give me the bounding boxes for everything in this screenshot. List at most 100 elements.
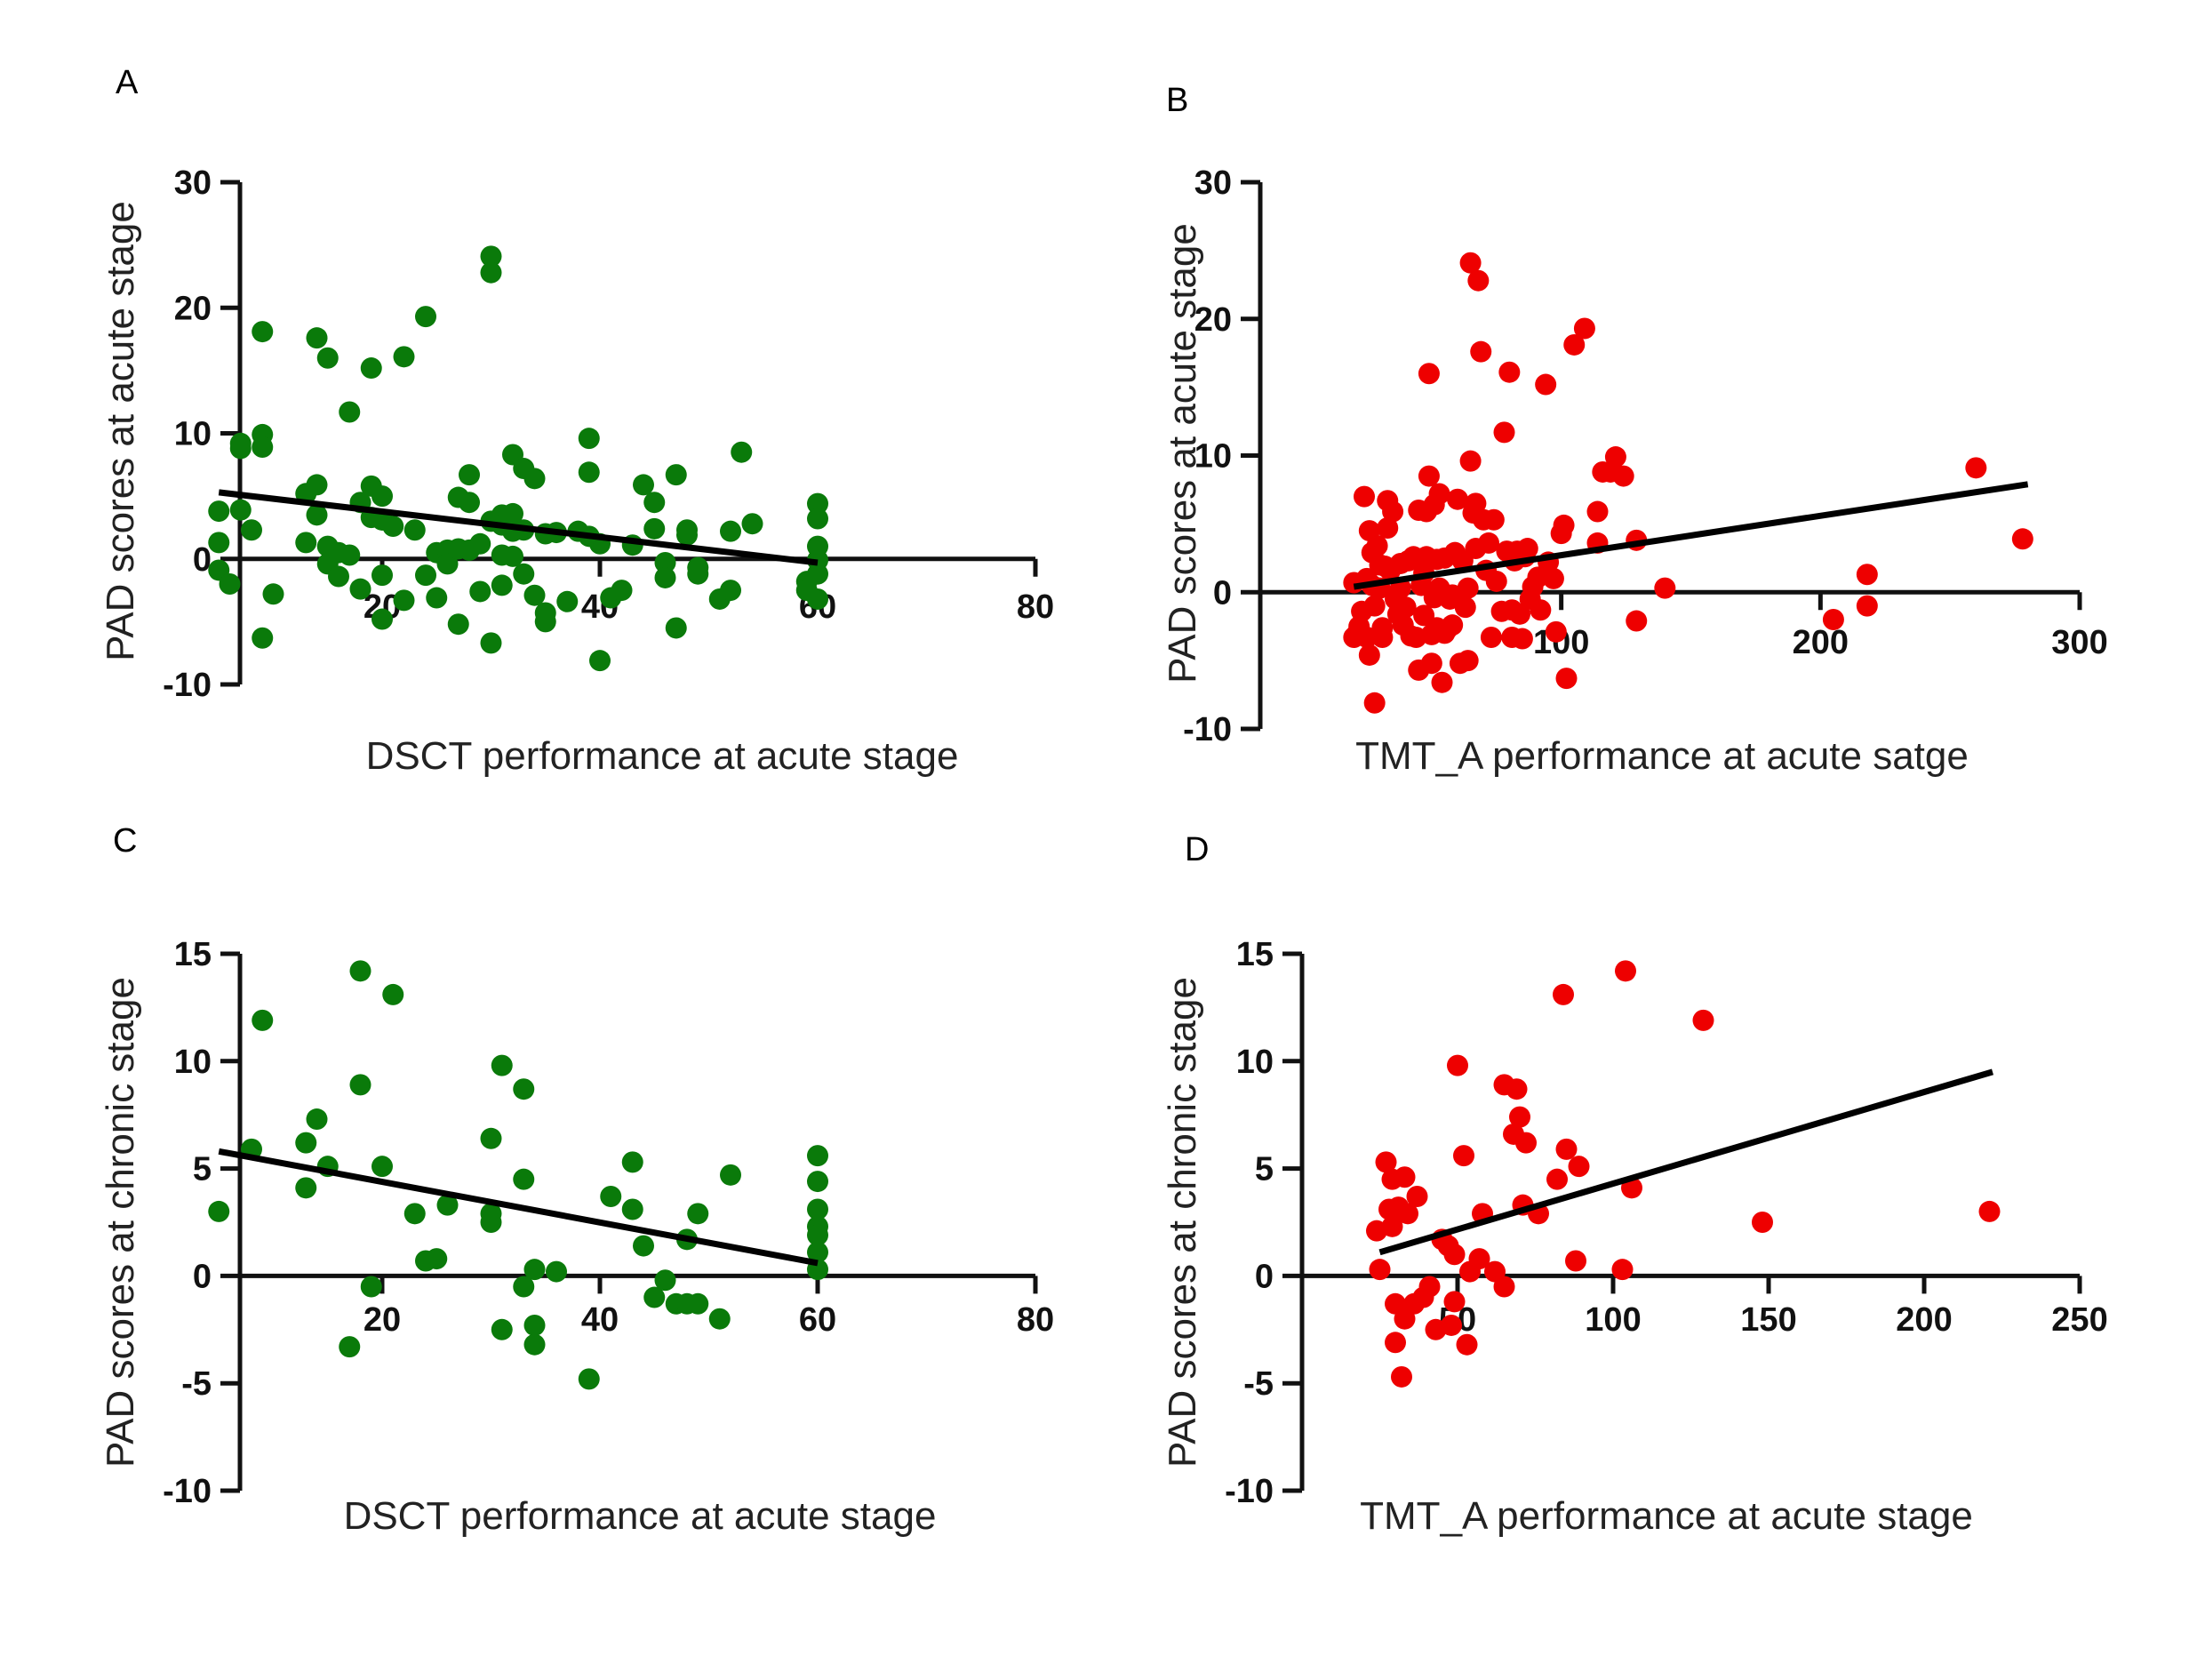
panel-c-data-point (633, 1235, 654, 1257)
panel-b-data-point (1454, 596, 1476, 619)
panel-d-x-tick-label: 250 (2051, 1301, 2107, 1339)
panel-a-data-point (371, 485, 393, 508)
panel-c-data-point (306, 1108, 328, 1131)
panel-a-data-point (720, 580, 741, 602)
panel-d-data-point (1385, 1332, 1406, 1354)
panel-d-data-point (1509, 1106, 1530, 1128)
panel-b-data-point (1485, 570, 1507, 592)
panel-b-data-point (1511, 628, 1533, 650)
panel-a-data-point (731, 441, 753, 463)
panel-a-data-point (447, 613, 469, 636)
panel-c-data-point (621, 1198, 643, 1220)
panel-d-data-point (1553, 983, 1574, 1005)
panel-d-data-point (1381, 1215, 1403, 1237)
panel-d-data-point (1443, 1244, 1466, 1266)
panel-b-data-point (1545, 620, 1567, 643)
panel-a-data-point (611, 580, 633, 602)
panel-a-data-point (578, 428, 600, 450)
panel-c-data-point (513, 1168, 535, 1190)
panel-a-data-point (208, 532, 230, 554)
panel-a-data-point (643, 492, 666, 514)
panel-c-data-point (807, 1241, 828, 1263)
panel-b-data-point (1366, 534, 1388, 556)
panel-c-data-point (546, 1260, 567, 1283)
panel-a-data-point (589, 650, 611, 672)
plot-a: -10010203020406080PAD scores at acute st… (99, 164, 1054, 778)
panel-a-data-point (491, 574, 513, 596)
panel-d-y-tick-label: 5 (1255, 1151, 1274, 1188)
panel-b-data-point (1553, 514, 1575, 536)
panel-a-x-axis-title: DSCT performance at acute stage (366, 734, 959, 778)
panel-b-data-point (1467, 269, 1490, 292)
panel-c-data-point (578, 1368, 600, 1390)
panel-c-data-point (513, 1276, 535, 1298)
panel-b-data-point (1493, 421, 1515, 444)
panel-a-data-point (459, 492, 480, 514)
panel-c-data-point (349, 1074, 371, 1096)
panel-b-data-point (1418, 363, 1440, 385)
panel-a-data-point (676, 519, 698, 541)
panel-d-data-point (1441, 1314, 1462, 1336)
panel-a-y-axis-title: PAD scores at acute stage (99, 201, 142, 661)
panel-b-regression-line (1353, 481, 2029, 590)
panel-d-data-point (1752, 1212, 1773, 1233)
panel-b-x-tick-label: 300 (2051, 624, 2107, 661)
panel-a-data-point (665, 464, 687, 486)
panel-c-data-point (708, 1308, 731, 1330)
panel-b-data-point (1358, 644, 1380, 666)
panel-c-data-point (208, 1200, 230, 1222)
panel-c-data-point (687, 1292, 709, 1315)
panel-a-y-tick-label: 30 (174, 164, 212, 202)
panel-c-data-point (480, 1127, 502, 1149)
panel-b-x-tick-label: 200 (1793, 624, 1849, 661)
panel-b-data-point (1459, 450, 1482, 472)
panel-a-data-point (513, 563, 535, 585)
panel-b-data-point (1654, 577, 1676, 599)
panel-label-b: B (1166, 82, 1188, 119)
panel-b-data-point (1447, 488, 1468, 510)
panel-d-data-point (1611, 1259, 1634, 1281)
panel-c-data-point (295, 1132, 317, 1154)
panel-a-data-point (741, 513, 763, 535)
panel-c-x-tick-label: 60 (799, 1301, 836, 1339)
panel-c-x-axis-title: DSCT performance at acute stage (344, 1494, 937, 1538)
panel-c-y-axis-title: PAD scores at chronic stage (99, 977, 142, 1468)
panel-b-data-point (1377, 516, 1399, 539)
panel-c-y-tick-label: -10 (163, 1473, 212, 1510)
panel-d-y-tick-label: 0 (1255, 1258, 1274, 1295)
panel-a-data-point (339, 544, 361, 566)
panel-a-data-point (807, 508, 828, 530)
panel-a-data-point (403, 519, 426, 541)
panel-d-x-tick-label: 100 (1585, 1301, 1641, 1339)
panel-b-data-point (1354, 485, 1375, 508)
panel-c-data-point (513, 1078, 535, 1100)
panel-d-data-point (1565, 1250, 1586, 1272)
panel-d-data-point (1493, 1276, 1515, 1298)
panel-d-data-point (1546, 1168, 1568, 1190)
panel-d-data-point (1394, 1166, 1416, 1188)
panel-c-data-point (491, 1318, 513, 1340)
panel-d-data-point (1456, 1333, 1478, 1356)
panel-b-y-tick-label: -10 (1183, 711, 1232, 748)
panel-d-x-tick-label: 200 (1896, 1301, 1952, 1339)
panel-a-data-point (807, 588, 828, 610)
panel-c-regression-line (218, 1148, 819, 1267)
panel-label-c: C (113, 822, 137, 860)
panel-b-data-point (1428, 483, 1450, 505)
panel-d-data-point (1615, 960, 1636, 982)
panel-b-data-point (1563, 333, 1586, 356)
panel-c-y-tick-label: -5 (181, 1365, 212, 1403)
panel-c-data-point (807, 1171, 828, 1193)
panel-c-y-tick-label: 15 (174, 936, 212, 973)
panel-b-y-axis-title: PAD scores at acute stage (1161, 223, 1204, 684)
panel-c-data-point (339, 1336, 361, 1358)
panel-c-data-point (643, 1286, 666, 1308)
panel-a-data-point (262, 583, 284, 605)
panel-b-data-point (1420, 652, 1442, 675)
panel-b-data-point (1459, 252, 1482, 274)
panel-b-data-point (1431, 671, 1453, 693)
panel-a-data-point (229, 432, 252, 454)
panel-a-data-point (415, 306, 436, 328)
panel-b-data-point (1482, 508, 1505, 531)
